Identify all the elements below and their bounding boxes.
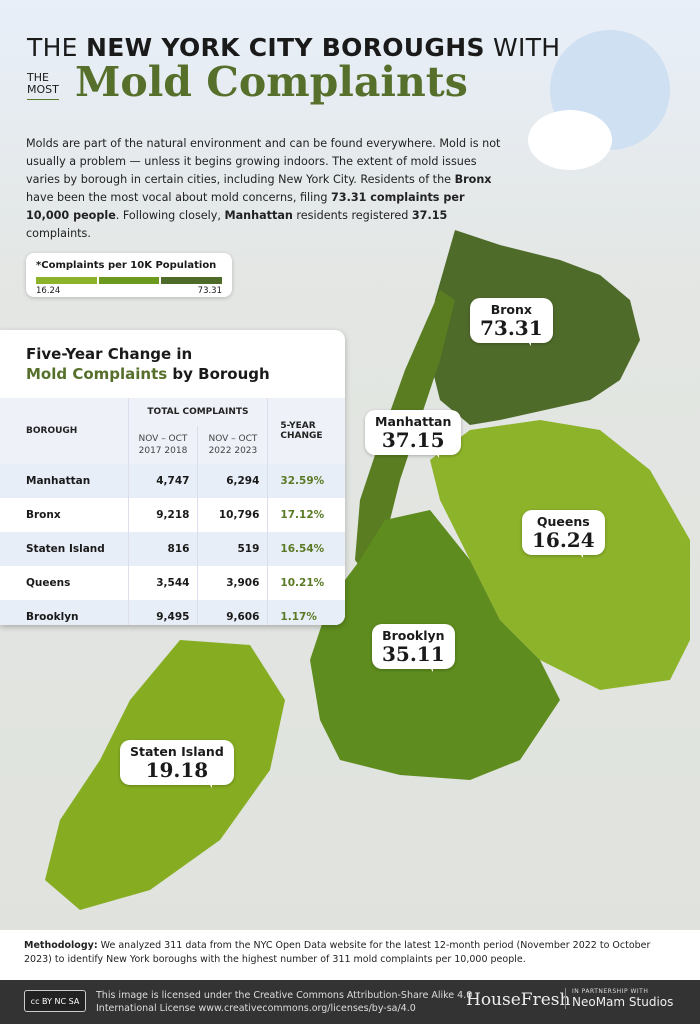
housefresh-logo: HouseFresh <box>466 990 571 1010</box>
cell-change: 1.17% <box>267 600 345 625</box>
cell-change: 32.59% <box>267 464 345 498</box>
cell-2018: 9,495 <box>127 600 198 625</box>
cell-borough: Staten Island <box>26 543 105 555</box>
cell-2018: 9,218 <box>127 498 198 532</box>
cell-2023: 9,606 <box>197 600 268 625</box>
complaints-table: BOROUGH TOTAL COMPLAINTS 5-YEAR CHANGE NO… <box>0 398 345 625</box>
table-row: Bronx 9,218 10,796 17.12% <box>0 498 345 532</box>
legend-title: *Complaints per 10K Population <box>36 260 217 271</box>
license-text: This image is licensed under the Creativ… <box>96 990 473 1014</box>
headline: Mold Complaints <box>75 58 468 106</box>
map-label-staten-island: Staten Island 19.18 <box>120 740 234 788</box>
table-row: Staten Island 816 519 16.54% <box>0 532 345 566</box>
col-2023: NOV – OCT 2022 2023 <box>197 426 268 464</box>
map-queens <box>430 420 690 690</box>
cell-2023: 3,906 <box>197 566 268 600</box>
footer: cc BY NC SA This image is licensed under… <box>0 980 700 1024</box>
cell-change: 10.21% <box>267 566 345 600</box>
cell-2023: 519 <box>197 532 268 566</box>
title-the-most: THE MOST <box>27 72 59 100</box>
table-row: Manhattan 4,747 6,294 32.59% <box>0 464 345 498</box>
cell-borough: Queens <box>26 577 71 589</box>
col-2018: NOV – OCT 2017 2018 <box>127 426 198 464</box>
cell-change: 16.54% <box>267 532 345 566</box>
methodology: Methodology: We analyzed 311 data from t… <box>0 930 700 980</box>
col-total: TOTAL COMPLAINTS <box>127 398 268 426</box>
cell-2018: 4,747 <box>127 464 198 498</box>
col-borough: BOROUGH <box>26 426 78 436</box>
cell-2023: 6,294 <box>197 464 268 498</box>
legend-min: 16.24 <box>36 286 61 296</box>
cell-2018: 816 <box>127 532 198 566</box>
cell-borough: Brooklyn <box>26 611 79 623</box>
intro-text: Molds are part of the natural environmen… <box>26 137 501 240</box>
cell-change: 17.12% <box>267 498 345 532</box>
legend-swatch-low <box>36 277 97 284</box>
toilet-icon <box>528 110 612 170</box>
legend: *Complaints per 10K Population 16.24 73.3… <box>26 253 232 297</box>
neomam-logo: IN PARTNERSHIP WITH NeoMam Studios <box>565 988 673 1009</box>
table-row: Brooklyn 9,495 9,606 1.17% <box>0 600 345 625</box>
cell-borough: Manhattan <box>26 475 91 487</box>
table-title: Five-Year Change in Mold Complaints by Bo… <box>26 345 270 383</box>
legend-swatch-high <box>161 277 223 284</box>
map-label-manhattan: Manhattan 37.15 <box>365 410 462 458</box>
map-label-queens: Queens 16.24 <box>522 510 605 558</box>
table-card: Five-Year Change in Mold Complaints by Bo… <box>0 330 345 625</box>
title-line-1: THE NEW YORK CITY BOROUGHS WITH <box>27 33 561 62</box>
cell-2018: 3,544 <box>127 566 198 600</box>
map-label-bronx: Bronx 73.31 <box>470 298 553 346</box>
table-row: Queens 3,544 3,906 10.21% <box>0 566 345 600</box>
map-label-brooklyn: Brooklyn 35.11 <box>372 624 455 672</box>
cc-license-icon[interactable]: cc BY NC SA <box>24 990 86 1012</box>
cell-borough: Bronx <box>26 509 61 521</box>
legend-swatch-mid <box>98 277 160 284</box>
col-change: 5-YEAR CHANGE <box>267 398 345 464</box>
cell-2023: 10,796 <box>197 498 268 532</box>
legend-max: 73.31 <box>197 286 222 296</box>
